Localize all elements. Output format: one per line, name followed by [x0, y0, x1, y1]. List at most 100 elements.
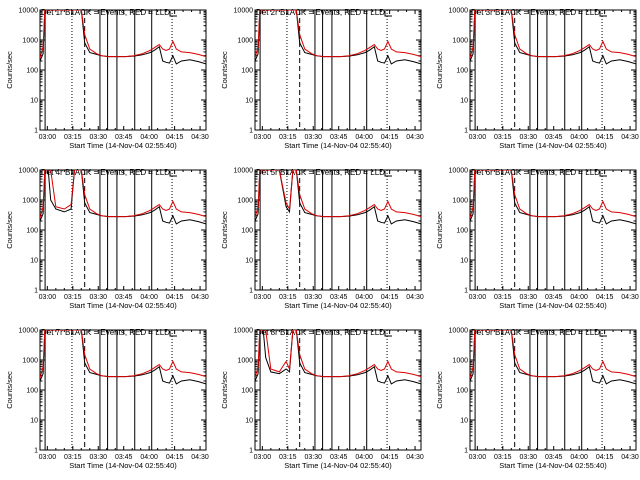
series-line-lld: [40, 330, 206, 379]
y-tick-label: 1: [464, 448, 468, 455]
bracket-marker: [384, 11, 392, 17]
panel-title: Det 5r BLACK = Events, RED = LLD: [256, 168, 385, 177]
x-tick-label: 03:00: [469, 454, 487, 461]
x-tick-label: 04:30: [406, 134, 424, 141]
y-tick-label: 1: [34, 128, 38, 135]
y-tick-label: 10000: [19, 168, 39, 175]
x-tick-label: 04:15: [166, 294, 184, 301]
panel-title: Det 3r BLACK = Events, RED = LLD: [471, 8, 600, 17]
x-tick-label: 03:30: [89, 294, 107, 301]
series-line-lld: [470, 170, 636, 219]
x-tick-label: 03:00: [469, 294, 487, 301]
y-axis-label: Counts/sec: [5, 371, 14, 409]
y-tick-label: 10: [245, 98, 253, 105]
y-tick-label: 10000: [449, 328, 469, 335]
y-tick-label: 10000: [449, 8, 469, 15]
series-line-events: [470, 10, 636, 65]
x-tick-label: 03:15: [494, 134, 512, 141]
y-tick-label: 10: [460, 98, 468, 105]
y-tick-label: 100: [26, 68, 38, 75]
y-tick-label: 1000: [22, 198, 38, 205]
y-tick-label: 10000: [234, 8, 254, 15]
x-tick-label: 03:15: [279, 454, 297, 461]
x-tick-label: 03:45: [545, 294, 563, 301]
x-tick-label: 04:30: [406, 454, 424, 461]
series-line-events: [470, 330, 636, 385]
y-tick-label: 1000: [452, 38, 468, 45]
y-tick-label: 1: [464, 288, 468, 295]
panel-8: Det 8r BLACK = Events, RED = LLD 1 10 100 10…: [220, 328, 424, 471]
x-axis-label: Start Time (14-Nov-04 02:55:40): [499, 301, 607, 310]
x-axis-label: Start Time (14-Nov-04 02:55:40): [499, 141, 607, 150]
bracket-marker: [384, 171, 392, 177]
x-tick-label: 03:30: [519, 134, 537, 141]
x-axis-label: Start Time (14-Nov-04 02:55:40): [284, 301, 392, 310]
y-tick-label: 10000: [19, 8, 39, 15]
x-tick-label: 03:45: [115, 134, 133, 141]
y-tick-label: 1: [249, 288, 253, 295]
y-axis-label: Counts/sec: [220, 211, 229, 249]
plot-frame: [469, 169, 637, 291]
y-axis-label: Counts/sec: [435, 51, 444, 89]
x-tick-label: 03:45: [545, 454, 563, 461]
x-tick-label: 04:15: [381, 134, 399, 141]
x-tick-label: 03:00: [469, 134, 487, 141]
x-tick-label: 03:30: [304, 294, 322, 301]
x-tick-label: 03:30: [89, 454, 107, 461]
x-tick-label: 03:45: [330, 134, 348, 141]
series-line-lld: [255, 330, 421, 379]
x-tick-label: 04:00: [140, 134, 158, 141]
y-tick-label: 10000: [234, 168, 254, 175]
panel-1: Det 1r BLACK = Events, RED = LLD 1 10 100 10…: [5, 8, 209, 151]
y-tick-label: 100: [456, 228, 468, 235]
y-tick-label: 100: [456, 68, 468, 75]
x-tick-label: 03:15: [64, 294, 82, 301]
bracket-marker: [169, 331, 177, 337]
plot-frame: [39, 9, 207, 131]
y-tick-label: 100: [456, 388, 468, 395]
y-tick-label: 1: [34, 288, 38, 295]
x-tick-label: 04:30: [191, 134, 209, 141]
y-tick-label: 10: [30, 418, 38, 425]
y-tick-label: 1000: [237, 38, 253, 45]
x-tick-label: 03:30: [89, 134, 107, 141]
panel-title: Det 9r BLACK = Events, RED = LLD: [471, 328, 600, 337]
series-line-lld: [255, 10, 421, 59]
x-axis-label: Start Time (14-Nov-04 02:55:40): [69, 141, 177, 150]
series-line-lld: [470, 330, 636, 379]
y-tick-label: 100: [26, 388, 38, 395]
x-tick-label: 04:15: [166, 454, 184, 461]
x-tick-label: 03:00: [39, 454, 57, 461]
plot-frame: [254, 9, 422, 131]
x-tick-label: 04:30: [191, 294, 209, 301]
series-line-events: [255, 330, 421, 385]
y-tick-label: 100: [241, 388, 253, 395]
x-axis-label: Start Time (14-Nov-04 02:55:40): [284, 141, 392, 150]
panel-4: Det 4r BLACK = Events, RED = LLD 1 10 100 10…: [5, 168, 209, 311]
series-line-events: [40, 330, 206, 385]
x-tick-label: 04:00: [570, 294, 588, 301]
bracket-marker: [599, 171, 607, 177]
series-line-lld: [40, 170, 206, 219]
x-tick-label: 04:15: [596, 134, 614, 141]
bracket-marker: [599, 11, 607, 17]
x-tick-label: 03:15: [279, 294, 297, 301]
x-tick-label: 04:30: [621, 294, 639, 301]
x-tick-label: 03:15: [494, 454, 512, 461]
x-tick-label: 04:15: [166, 134, 184, 141]
series-line-lld: [255, 170, 421, 219]
x-tick-label: 04:00: [570, 134, 588, 141]
series-line-events: [40, 10, 206, 65]
y-tick-label: 1000: [237, 358, 253, 365]
bracket-marker: [384, 331, 392, 337]
x-tick-label: 03:15: [494, 294, 512, 301]
x-tick-label: 04:30: [621, 134, 639, 141]
y-tick-label: 1: [249, 448, 253, 455]
y-tick-label: 10: [30, 98, 38, 105]
y-axis-label: Counts/sec: [5, 51, 14, 89]
x-tick-label: 04:00: [140, 454, 158, 461]
panel-7: Det 7r BLACK = Events, RED = LLD 1 10 100 10…: [5, 328, 209, 471]
panel-title: Det 4r BLACK = Events, RED = LLD: [41, 168, 170, 177]
x-tick-label: 04:15: [596, 294, 614, 301]
